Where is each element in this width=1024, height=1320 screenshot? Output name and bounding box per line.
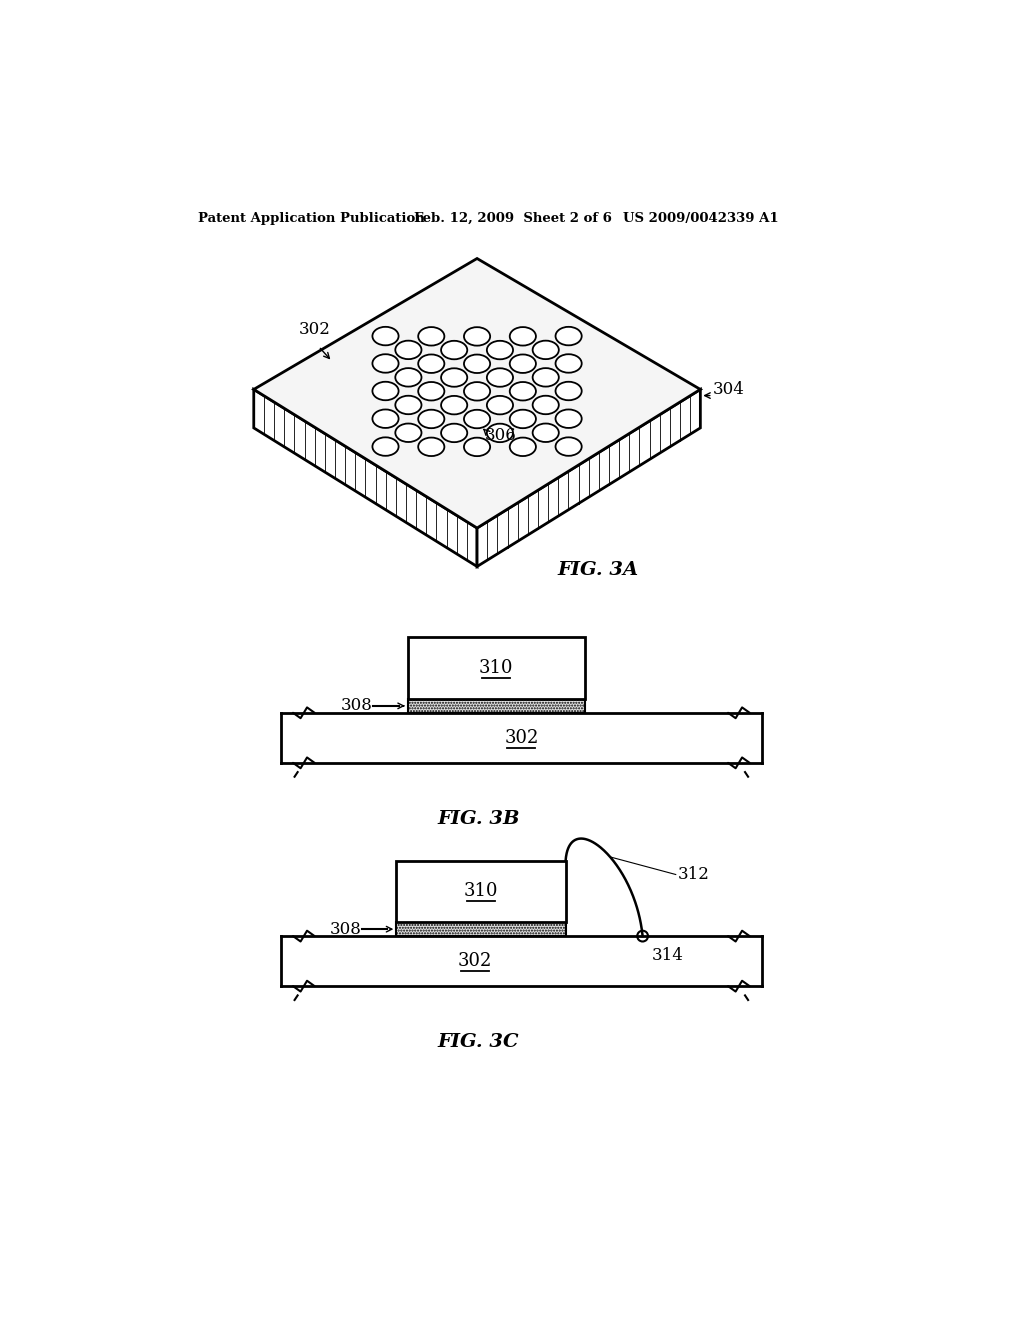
Text: 304: 304 [713,381,744,397]
Ellipse shape [373,409,398,428]
Polygon shape [254,389,477,566]
Ellipse shape [510,381,536,400]
Ellipse shape [532,424,559,442]
Ellipse shape [464,438,490,457]
Ellipse shape [510,327,536,346]
Text: 302: 302 [298,321,331,338]
Ellipse shape [418,381,444,400]
Ellipse shape [418,409,444,428]
Ellipse shape [486,424,513,442]
Polygon shape [254,259,700,528]
Bar [408,700,585,713]
Ellipse shape [510,355,536,374]
Ellipse shape [464,355,490,374]
Text: 314: 314 [652,946,684,964]
Ellipse shape [373,381,398,400]
Ellipse shape [556,381,582,400]
Text: 312: 312 [677,866,710,883]
Ellipse shape [395,341,422,359]
Ellipse shape [441,424,467,442]
Ellipse shape [373,354,398,372]
Ellipse shape [464,409,490,428]
Ellipse shape [464,381,490,400]
Polygon shape [477,389,700,566]
Text: 302: 302 [458,952,493,970]
Ellipse shape [510,437,536,455]
Ellipse shape [418,355,444,374]
Bar [408,638,585,700]
Text: FIG. 3C: FIG. 3C [438,1034,519,1051]
Text: US 2009/0042339 A1: US 2009/0042339 A1 [624,213,779,224]
Ellipse shape [464,327,490,346]
Ellipse shape [532,396,559,414]
Ellipse shape [441,396,467,414]
Ellipse shape [556,327,582,346]
Ellipse shape [486,341,513,359]
Text: 310: 310 [464,883,498,900]
Text: FIG. 3B: FIG. 3B [437,810,520,828]
Ellipse shape [373,437,398,455]
Ellipse shape [373,327,398,346]
Text: Patent Application Publication: Patent Application Publication [199,213,425,224]
Text: FIG. 3A: FIG. 3A [558,561,639,579]
Text: 308: 308 [341,697,373,714]
Ellipse shape [532,368,559,387]
Ellipse shape [532,341,559,359]
Ellipse shape [441,368,467,387]
Ellipse shape [556,409,582,428]
Ellipse shape [418,327,444,346]
Bar [396,861,565,923]
Text: 306: 306 [484,428,516,444]
Text: 308: 308 [330,920,361,937]
Ellipse shape [395,368,422,387]
Ellipse shape [395,396,422,414]
Text: 302: 302 [504,729,539,747]
Ellipse shape [556,437,582,455]
Text: 310: 310 [479,659,514,677]
Ellipse shape [441,341,467,359]
Text: Feb. 12, 2009  Sheet 2 of 6: Feb. 12, 2009 Sheet 2 of 6 [414,213,611,224]
Ellipse shape [395,424,422,442]
Bar [396,923,565,936]
Ellipse shape [486,368,513,387]
Ellipse shape [486,396,513,414]
Ellipse shape [418,437,444,455]
Ellipse shape [510,409,536,428]
Ellipse shape [556,354,582,372]
